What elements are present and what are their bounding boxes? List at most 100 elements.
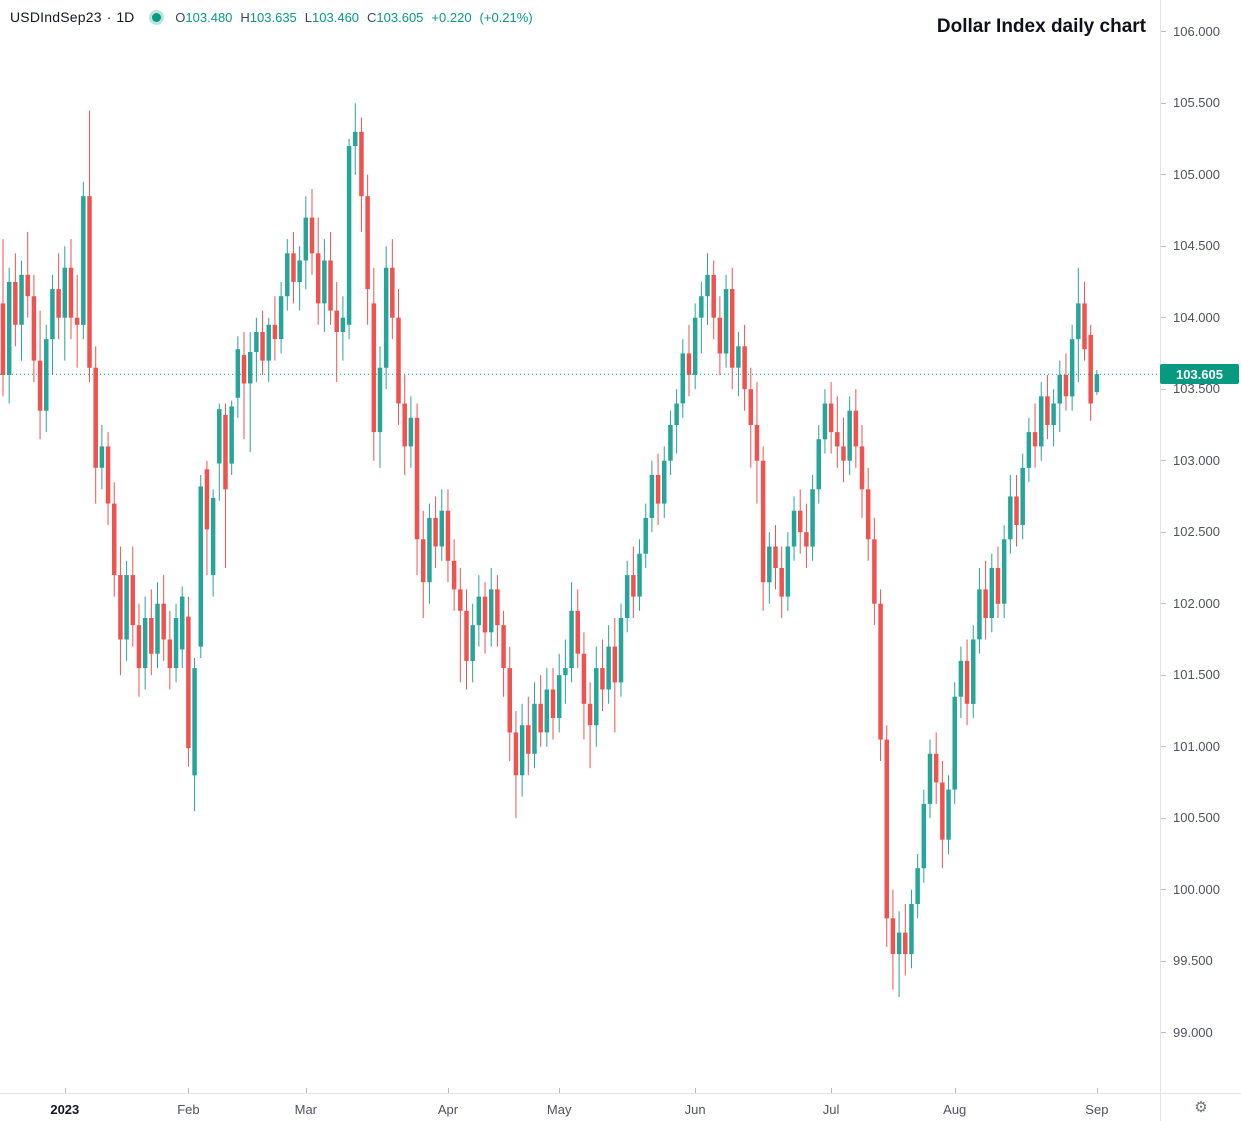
legend-separator: · [106, 9, 112, 25]
candle-up [377, 367, 383, 433]
candle-down [402, 403, 407, 447]
time-axis-tick [1096, 1088, 1098, 1093]
time-axis-tick [305, 1088, 307, 1093]
candle-up [544, 689, 550, 733]
candle-down [612, 646, 618, 683]
price-axis[interactable]: 106.000 105.500 105.000 104.500 104.000 103.5… [1160, 0, 1241, 1093]
candle-down [1032, 432, 1038, 447]
candle-up [896, 932, 902, 955]
candle-down [828, 403, 834, 433]
low-label: L [304, 9, 313, 25]
time-axis-tick [695, 1088, 697, 1093]
candle-down [291, 253, 296, 282]
candle-down [359, 131, 364, 197]
candle-down [130, 575, 136, 626]
candle-up [680, 353, 686, 404]
candlestick-canvas[interactable] [0, 0, 1160, 1093]
close-value: 103.605 [376, 9, 424, 25]
candle-down [890, 918, 896, 955]
candle-up [470, 625, 475, 661]
candle-up [285, 253, 290, 297]
candle-up [674, 403, 679, 425]
candle-up [198, 486, 204, 647]
candle-down [575, 610, 580, 654]
candle-up [247, 352, 253, 384]
symbol-name[interactable]: USDIndSep23 [10, 9, 102, 25]
price-axis-label: 99.000 [1173, 1024, 1213, 1040]
candle-down [37, 360, 43, 411]
candle-down [1088, 334, 1093, 404]
candle-down [587, 703, 593, 726]
candle-down [686, 353, 692, 375]
candle-down [365, 196, 370, 290]
candle-down [835, 432, 840, 447]
gear-icon[interactable]: ⚙ [1194, 1098, 1208, 1116]
price-axis-tick [1161, 889, 1166, 891]
candle-up [476, 596, 482, 626]
price-axis-tick [1161, 674, 1166, 676]
candle-down [884, 739, 889, 919]
price-axis-label: 105.000 [1173, 166, 1220, 182]
time-axis-label-month: Sep [1085, 1102, 1109, 1117]
price-axis-label: 100.500 [1173, 810, 1220, 826]
candle-down [742, 346, 747, 390]
price-axis-label: 99.500 [1173, 953, 1213, 969]
candle-down [445, 510, 451, 561]
open-value: 103.480 [185, 9, 233, 25]
candle-up [346, 146, 352, 325]
candle-up [563, 668, 568, 676]
candle-up [1001, 539, 1007, 604]
candle-down [167, 639, 173, 669]
candle-up [649, 475, 655, 518]
candle-down [396, 317, 401, 404]
candle-up [532, 703, 537, 754]
price-axis-label: 103.000 [1173, 452, 1220, 468]
time-axis-label-month: Jun [684, 1102, 706, 1117]
candle-up [192, 668, 197, 776]
candle-down [1082, 303, 1087, 350]
price-axis-label: 102.000 [1173, 595, 1220, 611]
candle-down [964, 660, 970, 704]
time-axis[interactable]: 2023 Feb Mar Apr May Jun Jul Aug Sep [0, 1088, 1241, 1121]
price-axis-label: 101.500 [1173, 667, 1220, 683]
candle-down [371, 303, 377, 433]
candle-up [699, 296, 704, 318]
price-axis-tick [1161, 317, 1166, 319]
time-axis-label-month: Jul [822, 1102, 840, 1117]
price-axis-label: 104.000 [1173, 309, 1220, 325]
candle-down [878, 603, 883, 740]
candle-down [507, 668, 513, 733]
price-axis-tick [1161, 174, 1166, 176]
candle-down [464, 610, 469, 661]
candle-down [458, 589, 463, 611]
candle-up [785, 546, 791, 597]
candle-down [309, 217, 315, 254]
candle-down [149, 618, 154, 654]
candle-down [241, 354, 247, 384]
time-axis-label-month: May [546, 1102, 572, 1117]
candle-up [383, 267, 389, 368]
price-axis-tick [1161, 245, 1166, 247]
price-axis-tick [1161, 531, 1166, 533]
price-axis-label: 106.000 [1173, 23, 1220, 39]
candle-up [1076, 303, 1081, 340]
candle-down [983, 589, 988, 618]
chart-plot-area[interactable] [0, 0, 1160, 1093]
candle-up [1008, 496, 1013, 540]
candle-up [767, 546, 772, 583]
candle-up [44, 339, 49, 411]
candle-up [278, 296, 284, 340]
candle-up [229, 406, 234, 464]
candle-down [272, 324, 278, 340]
candle-up [99, 446, 105, 468]
candle-up [723, 289, 729, 354]
candle-up [322, 260, 327, 304]
candle-down [754, 424, 760, 461]
candle-down [841, 446, 846, 461]
candle-down [334, 310, 339, 332]
timeframe-label[interactable]: 1D [116, 9, 135, 25]
candle-up [81, 196, 86, 325]
candle-down [1045, 396, 1050, 425]
high-label: H [240, 9, 250, 25]
symbol-legend[interactable]: USDIndSep23 · 1D O 103.480 H 103.635 L 1… [10, 9, 533, 25]
